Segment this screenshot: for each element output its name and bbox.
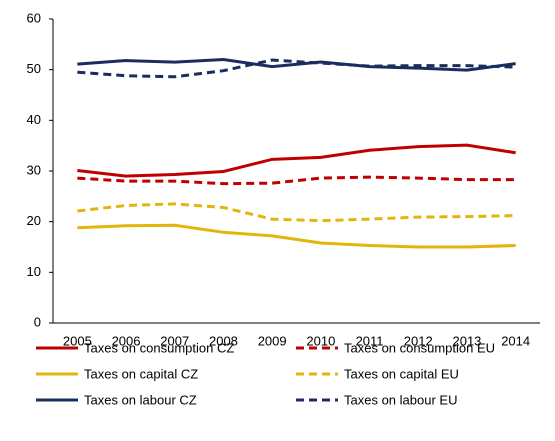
x-tick-label: 2012: [404, 333, 433, 348]
series-line: [77, 202, 516, 223]
series-line: [77, 58, 516, 79]
legend-label: Taxes on labour CZ: [84, 392, 197, 407]
series-line: [77, 223, 516, 249]
x-tick-label: 2010: [306, 333, 335, 348]
y-tick-label: 0: [34, 314, 41, 329]
y-tick-label: 30: [27, 162, 41, 177]
legend-label: Taxes on capital EU: [344, 366, 459, 381]
x-tick-label: 2007: [160, 333, 189, 348]
series-line: [77, 143, 516, 178]
x-tick-label: 2006: [112, 333, 141, 348]
y-tick-label: 20: [27, 213, 41, 228]
legend-label: Taxes on consumption CZ: [84, 340, 234, 355]
y-tick-label: 10: [27, 264, 41, 279]
series-line: [77, 58, 516, 72]
x-tick-label: 2011: [356, 333, 384, 348]
legend-label: Taxes on consumption EU: [344, 340, 495, 355]
x-tick-label: 2005: [63, 333, 92, 348]
y-tick-label: 40: [27, 112, 41, 127]
x-tick-label: 2013: [452, 333, 481, 348]
legend-label: Taxes on capital CZ: [84, 366, 198, 381]
y-tick-label: 50: [27, 61, 41, 76]
x-tick-label: 2008: [209, 333, 238, 348]
x-tick-label: 2009: [258, 333, 287, 348]
legend-label: Taxes on labour EU: [344, 392, 457, 407]
series-line: [77, 175, 516, 186]
y-tick-label: 60: [27, 10, 41, 25]
x-tick-label: 2014: [501, 333, 530, 348]
